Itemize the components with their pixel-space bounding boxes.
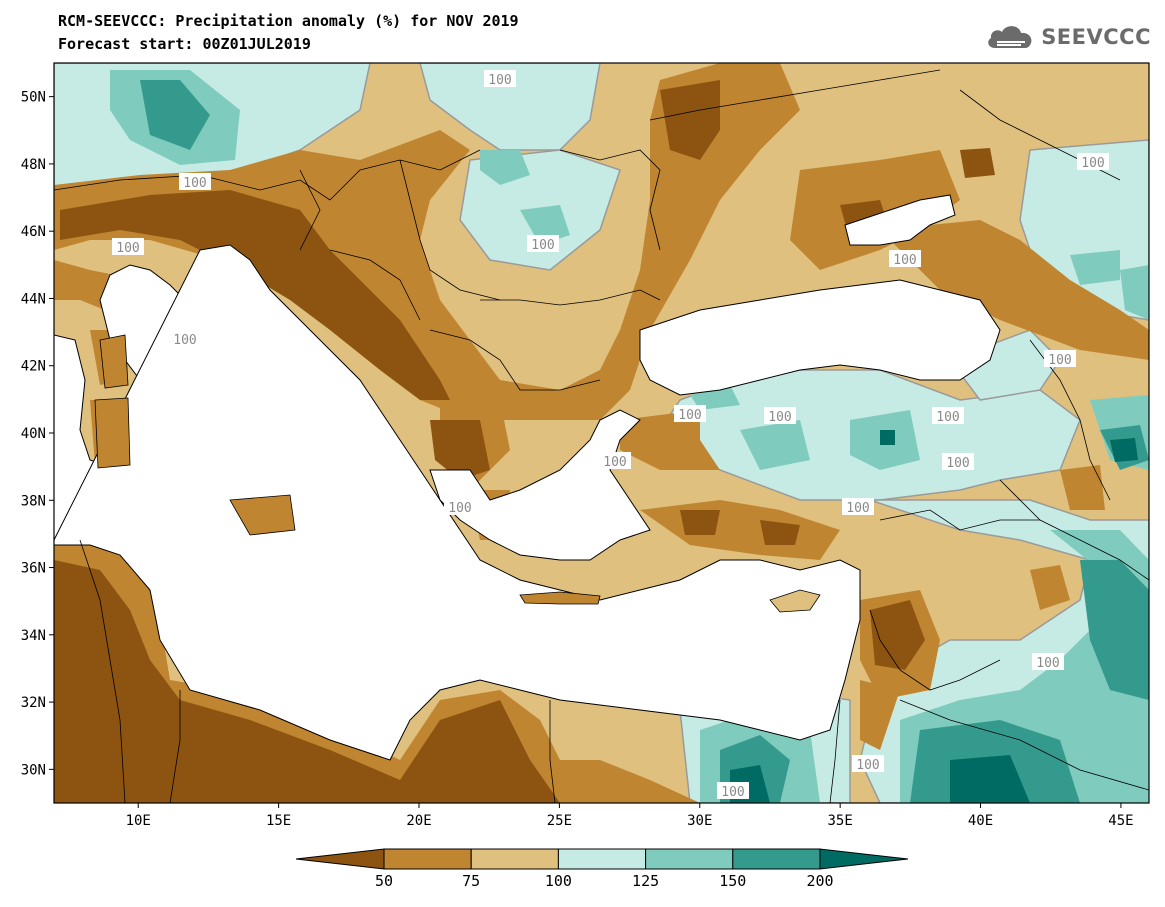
contour-label: 100 bbox=[1036, 656, 1059, 671]
contour-label: 100 bbox=[768, 410, 791, 425]
contour-label-bg bbox=[674, 405, 706, 422]
latitude-axis: 30N 32N 34N 36N 38N 40N 42N 44N 46N 48N 50N bbox=[21, 90, 54, 778]
contour-label-bg bbox=[852, 755, 884, 772]
contour-label-bg bbox=[444, 498, 476, 515]
contour-label: 100 bbox=[173, 333, 196, 348]
contour-label-bg bbox=[942, 453, 974, 470]
lon-tick-label: 45E bbox=[1108, 813, 1133, 829]
colorbar-label: 125 bbox=[632, 872, 659, 890]
contour-label-bg bbox=[717, 782, 749, 799]
map-title: RCM-SEEVCCC: Precipitation anomaly (%) f… bbox=[58, 12, 519, 30]
lat-tick-label: 36N bbox=[21, 561, 46, 577]
lon-tick-label: 15E bbox=[266, 813, 291, 829]
contour-label-bg bbox=[169, 330, 201, 347]
map-plot-area: 100 100 100 100 100 100 100 100 100 100 100 100 100 1… bbox=[54, 63, 1149, 803]
islands bbox=[94, 334, 821, 613]
lat-tick-label: 38N bbox=[21, 493, 46, 509]
contour-label: 100 bbox=[946, 456, 969, 471]
contour-label: 100 bbox=[678, 408, 701, 423]
contour-label-bg bbox=[889, 250, 921, 267]
colorbar-label: 50 bbox=[375, 872, 393, 890]
colorbar-swatch bbox=[557, 848, 647, 870]
country-borders bbox=[54, 69, 1149, 803]
contour-label-bg bbox=[112, 238, 144, 255]
colorbar-label: 75 bbox=[462, 872, 480, 890]
lat-tick-label: 34N bbox=[21, 628, 46, 644]
contour-label-bg bbox=[599, 452, 631, 469]
contour-labels: 100 100 100 100 100 100 100 100 100 100 100 100 100 1… bbox=[112, 70, 1109, 800]
contour-label-bg bbox=[1077, 153, 1109, 170]
colorbar-label: 200 bbox=[806, 872, 833, 890]
contour-label: 100 bbox=[846, 501, 869, 516]
contour-label-bg bbox=[1032, 653, 1064, 670]
colorbar-swatch bbox=[470, 848, 559, 870]
seevccc-logo: SEEVCCC bbox=[985, 22, 1151, 52]
lon-tick-label: 25E bbox=[547, 813, 572, 829]
contour-label: 100 bbox=[936, 410, 959, 425]
contour-label-bg bbox=[527, 235, 559, 252]
contour-label: 100 bbox=[1081, 156, 1104, 171]
contour-label-bg bbox=[932, 407, 964, 424]
colorbar-label: 100 bbox=[545, 872, 572, 890]
contour-label: 100 bbox=[721, 785, 744, 800]
contour-label: 100 bbox=[183, 176, 206, 191]
lon-tick-label: 30E bbox=[687, 813, 712, 829]
lat-tick-label: 48N bbox=[21, 157, 46, 173]
logo-text: SEEVCCC bbox=[1041, 25, 1151, 49]
lat-tick-label: 44N bbox=[21, 291, 46, 307]
lat-tick-label: 30N bbox=[21, 762, 46, 778]
contour-label: 100 bbox=[1048, 353, 1071, 368]
lat-tick-label: 32N bbox=[21, 695, 46, 711]
contour-label-bg bbox=[1044, 350, 1076, 367]
contour-label: 100 bbox=[603, 455, 626, 470]
colorbar-max-arrow bbox=[819, 848, 909, 870]
lat-tick-label: 46N bbox=[21, 224, 46, 240]
contour-label-bg bbox=[179, 173, 211, 190]
lon-tick-label: 10E bbox=[126, 813, 151, 829]
contour-label: 100 bbox=[116, 241, 139, 256]
colorbar-label: 150 bbox=[719, 872, 746, 890]
colorbar-swatch bbox=[383, 848, 472, 870]
lat-tick-label: 50N bbox=[21, 90, 46, 106]
contour-label-bg bbox=[842, 498, 874, 515]
colorbar-swatch bbox=[732, 848, 821, 870]
lat-tick-label: 40N bbox=[21, 426, 46, 442]
lat-tick-label: 42N bbox=[21, 359, 46, 375]
colorbar-min-arrow bbox=[295, 848, 385, 870]
contour-label: 100 bbox=[488, 73, 511, 88]
contour-label-bg bbox=[484, 70, 516, 87]
sea-areas bbox=[54, 194, 1001, 761]
forecast-start-label: Forecast start: 00Z01JUL2019 bbox=[58, 35, 311, 53]
cloud-logo-icon bbox=[988, 26, 1032, 48]
contour-label: 100 bbox=[531, 238, 554, 253]
lon-tick-label: 20E bbox=[406, 813, 431, 829]
lon-tick-label: 35E bbox=[828, 813, 853, 829]
contour-label: 100 bbox=[448, 501, 471, 516]
longitude-axis: 10E 15E 20E 25E 30E 35E 40E 45E bbox=[126, 803, 1134, 829]
lon-tick-label: 40E bbox=[968, 813, 993, 829]
contour-label: 100 bbox=[893, 253, 916, 268]
contour-label-bg bbox=[764, 407, 796, 424]
contour-label: 100 bbox=[856, 758, 879, 773]
colorbar-swatch bbox=[645, 848, 734, 870]
colorbar: 50 75 100 125 150 200 bbox=[295, 848, 909, 890]
